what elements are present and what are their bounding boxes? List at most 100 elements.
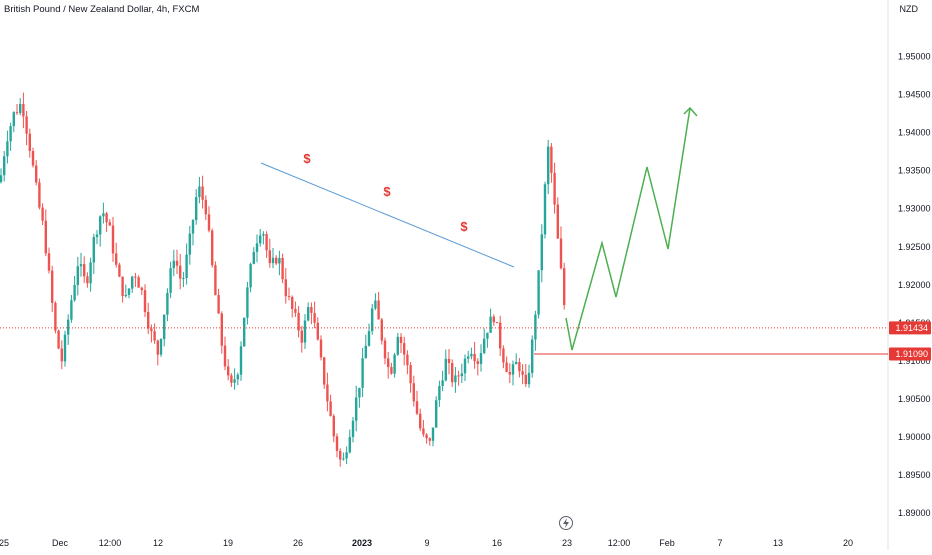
candle-body xyxy=(297,312,300,331)
support-level-tag xyxy=(889,347,931,361)
candle-body xyxy=(246,287,249,318)
candle-body xyxy=(220,313,223,346)
candle-body xyxy=(419,413,422,429)
y-tick-label: 1.95000 xyxy=(898,52,931,62)
current-price-label: 1.91434 xyxy=(895,323,928,333)
candle-body xyxy=(399,336,403,344)
candle-body xyxy=(435,400,438,428)
candle-body xyxy=(329,401,332,416)
candle-body xyxy=(236,374,239,380)
candle-body xyxy=(70,300,73,320)
candle-body xyxy=(223,345,227,367)
x-tick-label: Dec xyxy=(52,538,69,548)
candle-body xyxy=(415,401,419,414)
projection-arrowhead xyxy=(683,106,698,117)
candle-body xyxy=(6,141,9,157)
candle-body xyxy=(409,365,412,384)
candle-body xyxy=(233,379,236,383)
candle-body xyxy=(41,207,44,221)
candle-body xyxy=(387,358,390,368)
candle-body xyxy=(367,331,371,346)
candle-body xyxy=(204,199,207,215)
candle-body xyxy=(227,366,230,376)
candle-body xyxy=(454,375,457,383)
candle-body xyxy=(60,348,63,362)
candle-body xyxy=(169,268,172,293)
candle-body xyxy=(467,356,470,359)
candle-body xyxy=(425,434,428,439)
candle-body xyxy=(521,371,524,375)
candle-body xyxy=(38,182,41,208)
candle-body xyxy=(307,307,310,321)
candle-body xyxy=(73,284,76,301)
candle-body xyxy=(188,233,191,255)
candle-body xyxy=(332,415,335,437)
candle-body xyxy=(371,308,374,332)
candle-body xyxy=(345,452,348,459)
x-tick-label: 20 xyxy=(843,538,853,548)
candle-body xyxy=(19,103,22,113)
support-level-label: 1.91090 xyxy=(895,349,928,359)
candle-body xyxy=(495,322,499,324)
candle-body xyxy=(323,357,326,385)
candle-body xyxy=(31,150,35,166)
x-tick-label: 7 xyxy=(717,538,722,548)
candle-body xyxy=(67,319,70,335)
candle-body xyxy=(22,103,25,117)
candle-body xyxy=(550,146,553,173)
candle-body xyxy=(361,358,364,388)
candle-body xyxy=(358,387,361,398)
candle-body xyxy=(534,314,537,340)
candle-body xyxy=(124,294,127,297)
candle-body xyxy=(383,340,387,359)
candle-body xyxy=(115,253,118,265)
candle-body xyxy=(339,450,342,460)
candle-body xyxy=(156,340,159,355)
candle-body xyxy=(211,230,214,266)
candle-body xyxy=(342,458,345,460)
candle-body xyxy=(201,186,204,200)
candle-body xyxy=(28,133,31,151)
candle-body xyxy=(303,320,307,343)
candle-body xyxy=(191,220,195,234)
candle-body xyxy=(486,332,489,339)
x-tick-label: 2023 xyxy=(352,538,372,548)
candle-body xyxy=(63,334,67,362)
candle-body xyxy=(265,234,268,251)
candle-body xyxy=(319,339,323,358)
candle-body xyxy=(515,362,518,365)
y-tick-label: 1.93000 xyxy=(898,204,931,214)
candle-body xyxy=(54,302,57,331)
candle-body xyxy=(207,214,211,231)
candle-body xyxy=(479,353,483,364)
candle-body xyxy=(118,264,121,277)
candle-body xyxy=(351,420,355,438)
candle-body xyxy=(195,197,198,221)
candle-body xyxy=(239,346,243,375)
candle-body xyxy=(127,288,131,295)
candle-body xyxy=(147,312,150,329)
candle-body xyxy=(172,260,175,269)
candle-body xyxy=(12,112,15,127)
candle-body xyxy=(473,353,476,362)
candle-body xyxy=(326,384,329,402)
candle-body xyxy=(214,265,217,296)
y-tick-label: 1.92500 xyxy=(898,242,931,252)
candle-body xyxy=(559,238,563,269)
x-tick-label: 9 xyxy=(424,538,429,548)
candle-body xyxy=(537,270,540,315)
candle-body xyxy=(153,331,156,341)
dollar-annotation: $ xyxy=(303,151,311,166)
candle-body xyxy=(547,146,550,185)
candle-body xyxy=(284,279,287,297)
y-tick-label: 1.93500 xyxy=(898,166,931,176)
candle-body xyxy=(444,358,447,381)
candle-body xyxy=(463,358,467,374)
candle-body xyxy=(527,372,531,385)
candle-body xyxy=(406,354,409,366)
candle-body xyxy=(380,319,383,341)
y-tick-label: 1.91000 xyxy=(898,356,931,366)
candle-body xyxy=(159,338,163,355)
